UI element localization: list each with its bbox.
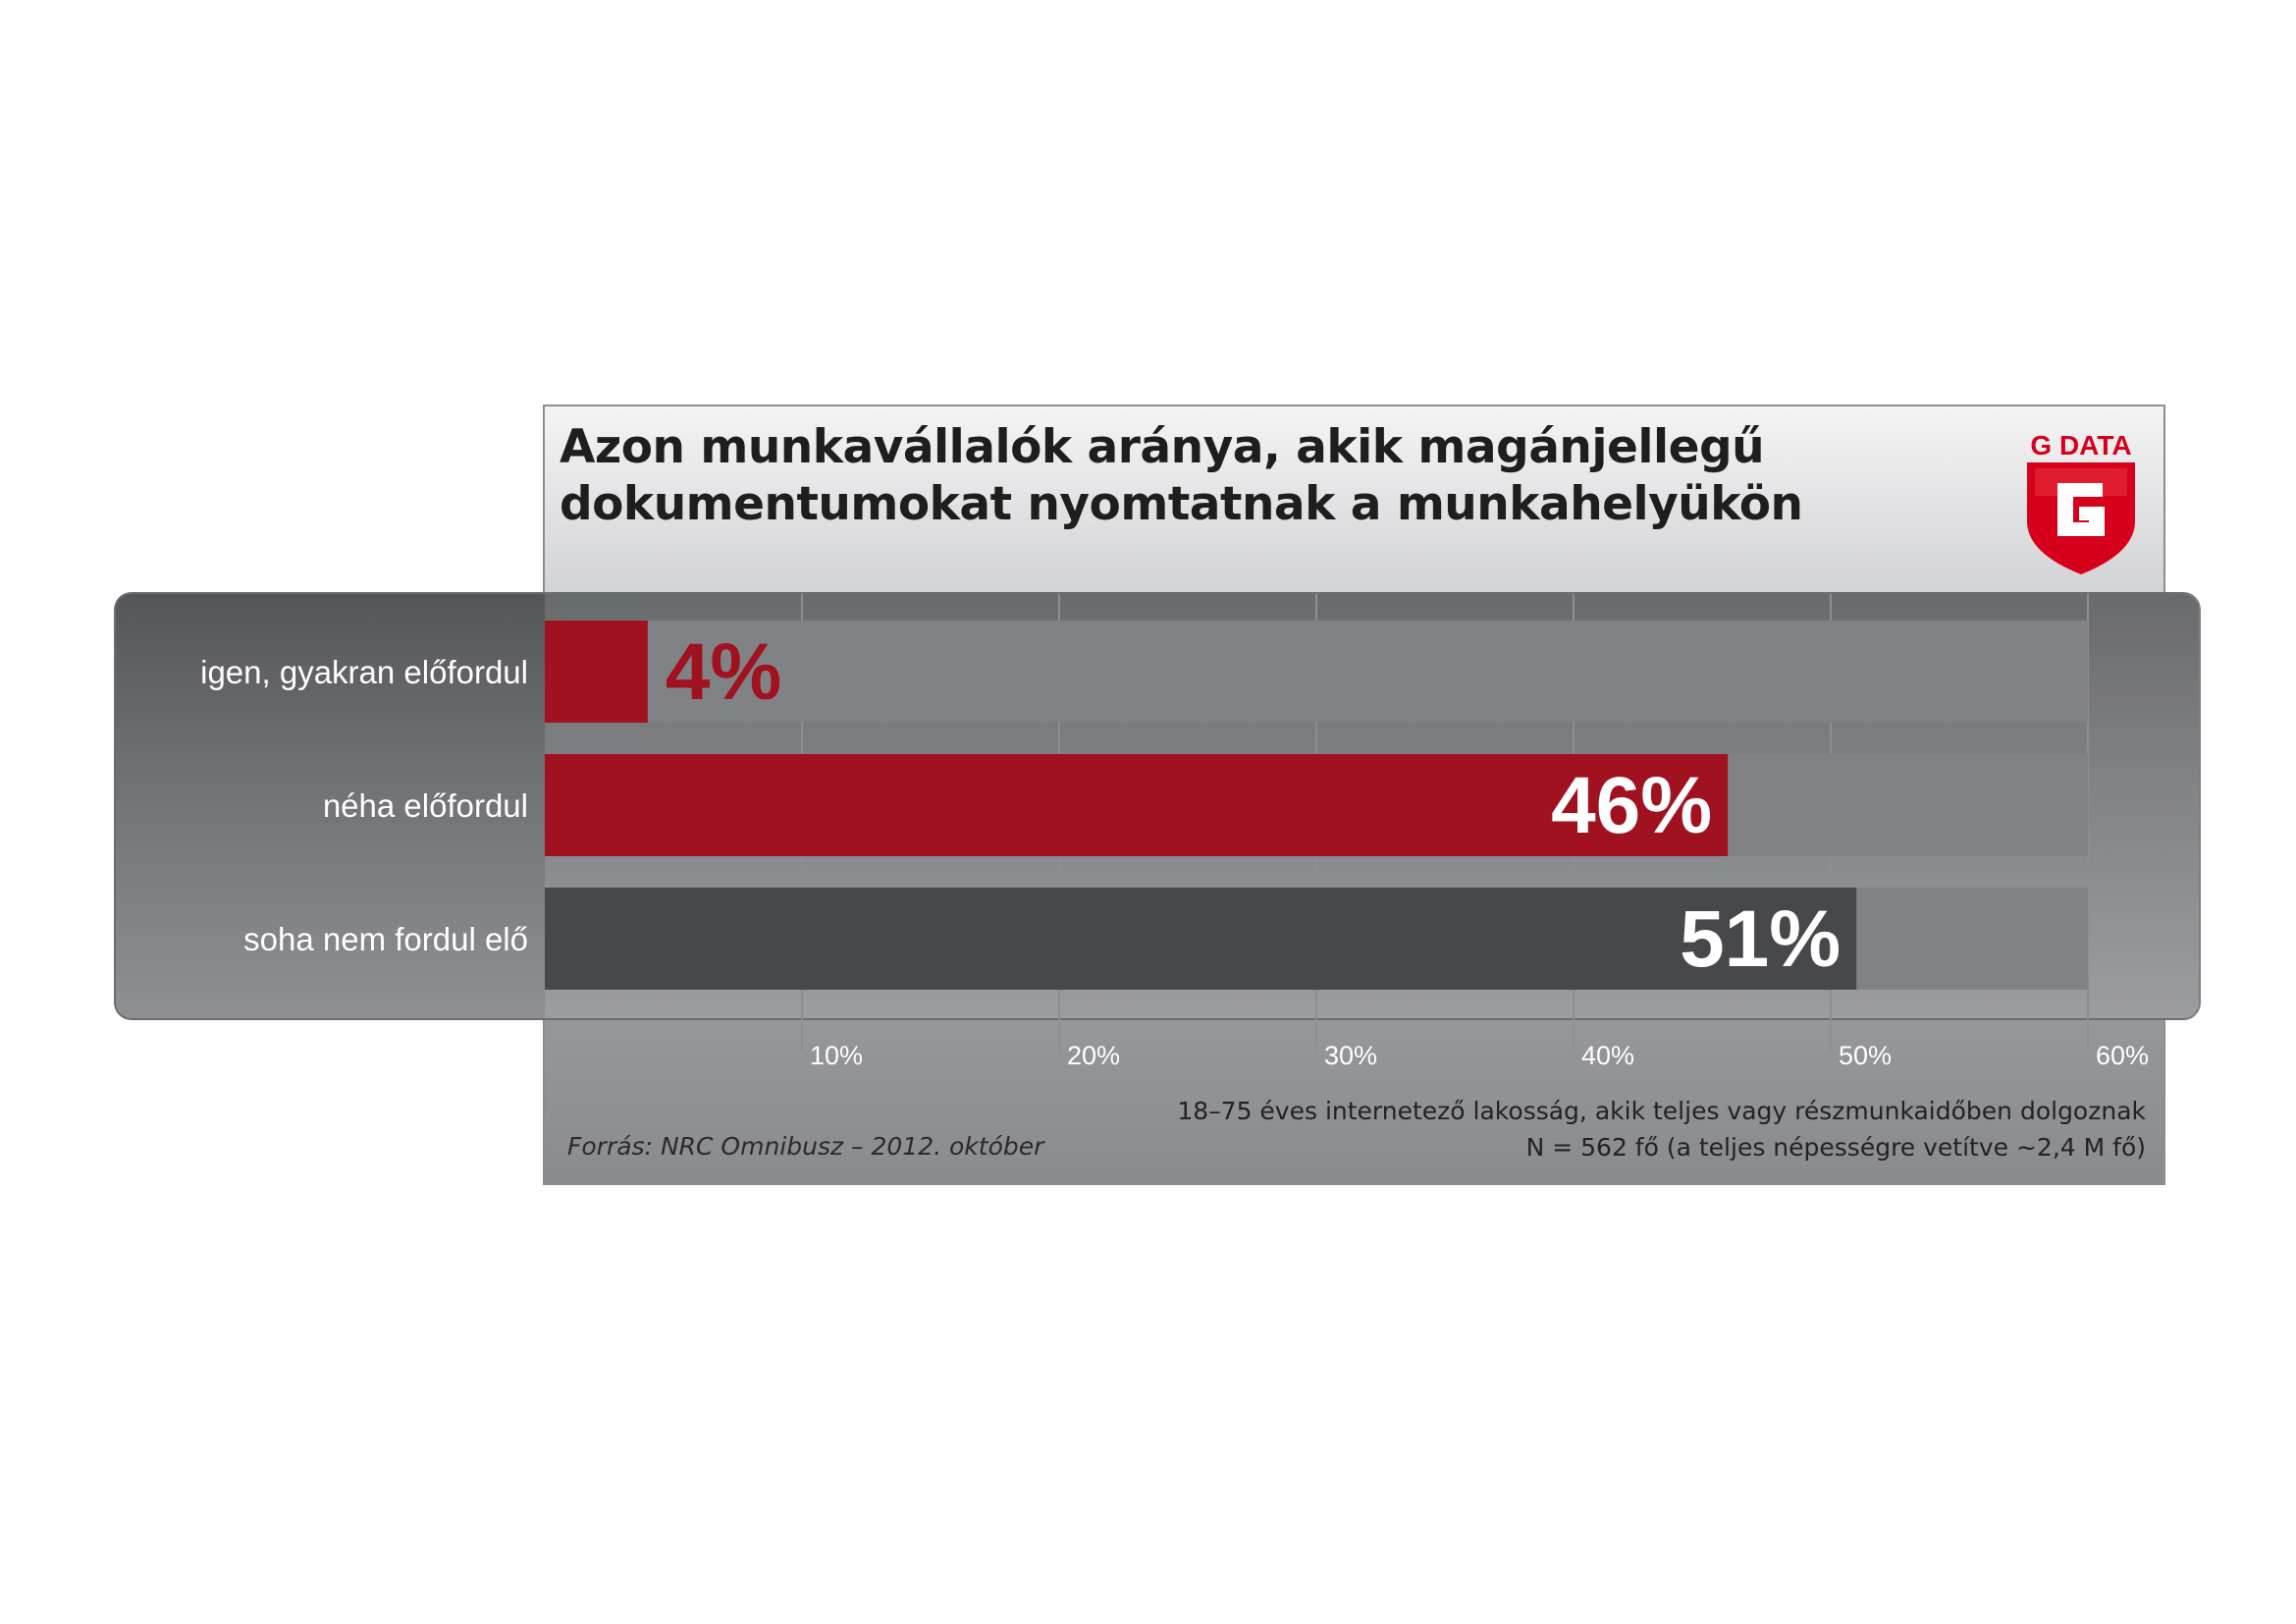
category-label-2: néha előfordul [323, 787, 528, 824]
category-label-3: soha nem fordul elő [243, 921, 528, 957]
category-label-1: igen, gyakran előfordul [200, 654, 528, 690]
category-labels: igen, gyakran előfordul néha előfordul soh… [200, 654, 528, 957]
x-tick-label-4: 40% [1581, 1041, 1634, 1070]
x-tick-label-3: 30% [1324, 1041, 1377, 1070]
x-tick-label-1: 10% [810, 1041, 863, 1070]
sample-note: 18–75 éves internetező lakosság, akik te… [1177, 1093, 2146, 1165]
source-note: Forrás: NRC Omnibusz – 2012. október [567, 1132, 1044, 1161]
bar-1 [545, 621, 648, 723]
x-tick-label-6: 60% [2096, 1041, 2149, 1070]
bar-2 [545, 754, 1729, 856]
x-tick-label-5: 50% [1839, 1041, 1892, 1070]
bar-track-1 [545, 621, 2088, 723]
value-label-3: 51% [1680, 894, 1841, 984]
g-letter-icon [2057, 483, 2105, 536]
x-tick-labels: 10% 20% 30% 40% 50% 60% [810, 1041, 2149, 1070]
value-labels: 4% 46% 51% [666, 627, 1841, 984]
value-label-2: 46% [1551, 761, 1712, 850]
value-label-1: 4% [666, 627, 782, 717]
sample-note-line-1: 18–75 éves internetező lakosság, akik te… [1177, 1097, 2146, 1125]
chart-title: Azon munkavállalók aránya, akik magánjel… [560, 420, 1803, 531]
bar-3 [545, 888, 1857, 990]
gdata-logo: G DATA [2027, 430, 2135, 574]
sample-note-line-2: N = 562 fő (a teljes népességre vetítve … [1525, 1133, 2146, 1162]
x-tick-label-2: 20% [1067, 1041, 1120, 1070]
bars [545, 621, 1857, 990]
logo-text: G DATA [2030, 430, 2131, 460]
